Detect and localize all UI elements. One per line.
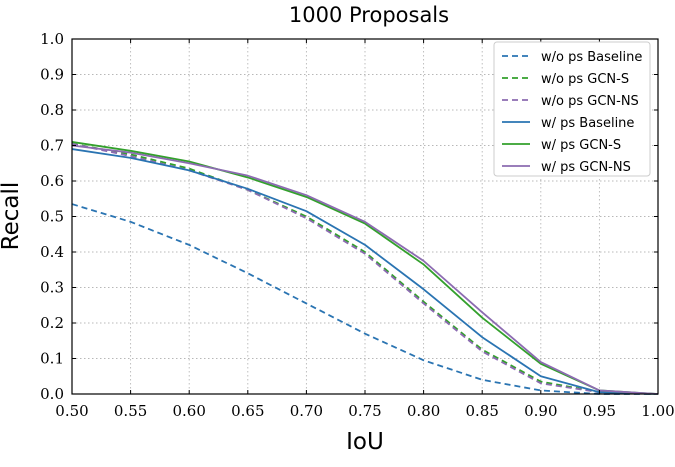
- y-tick-label: 0.3: [40, 279, 64, 297]
- x-tick-label: 0.60: [172, 402, 205, 420]
- x-tick-label: 0.50: [55, 402, 88, 420]
- legend-box: [493, 41, 651, 177]
- x-tick-label: 0.70: [290, 402, 323, 420]
- x-axis-title: IoU: [346, 429, 384, 455]
- x-tick-label: 0.90: [524, 402, 557, 420]
- chart-title: 1000 Proposals: [289, 3, 449, 27]
- legend-label-w-o-ps-gcn-s: w/o ps GCN-S: [541, 72, 629, 87]
- x-tick-label: 0.55: [114, 402, 147, 420]
- y-tick-label: 0.7: [40, 137, 64, 155]
- legend-label-w-o-ps-gcn-ns: w/o ps GCN-NS: [541, 94, 639, 109]
- x-tick-label: 0.75: [348, 402, 381, 420]
- legend: w/o ps Baseline w/o ps GCN-S w/o ps GCN-NS…: [493, 41, 651, 177]
- series-line-w-ps-baseline: [71, 148, 659, 395]
- y-tick-label: 1.0: [40, 30, 64, 48]
- legend-label-w-ps-gcn-ns: w/ ps GCN-NS: [541, 160, 631, 175]
- tick-layer: 0.50 0.55 0.60 0.65 0.70 0.75 0.80 0.85 0.90 0.95…: [40, 30, 675, 420]
- y-axis-title: Recall: [0, 182, 24, 251]
- legend-label-w-o-ps-baseline: w/o ps Baseline: [541, 50, 642, 65]
- series-line-w-ps-gcn-ns: [71, 144, 659, 395]
- x-tick-label: 0.95: [583, 402, 616, 420]
- series-line-w-ps-gcn-s: [71, 141, 659, 395]
- legend-label-w-ps-gcn-s: w/ ps GCN-S: [541, 138, 621, 153]
- series-line-w-o-ps-baseline: [71, 203, 658, 395]
- x-tick-label: 0.80: [407, 402, 440, 420]
- x-tick-label: 0.65: [231, 402, 264, 420]
- y-tick-label: 0.6: [40, 172, 64, 190]
- y-tick-label: 0.0: [40, 385, 64, 403]
- legend-label-w-ps-baseline: w/ ps Baseline: [541, 116, 634, 131]
- y-tick-label: 0.8: [40, 101, 64, 119]
- series-line-w-o-ps-gcn-s: [71, 142, 659, 395]
- y-tick-label: 0.1: [40, 350, 64, 368]
- y-tick-label: 0.4: [40, 243, 64, 261]
- y-tick-label: 0.9: [40, 66, 64, 84]
- y-tick-label: 0.2: [40, 314, 64, 332]
- y-tick-label: 0.5: [40, 208, 64, 226]
- x-tick-label: 0.85: [465, 402, 498, 420]
- x-tick-label: 1.00: [641, 402, 674, 420]
- series-layer: [71, 141, 659, 395]
